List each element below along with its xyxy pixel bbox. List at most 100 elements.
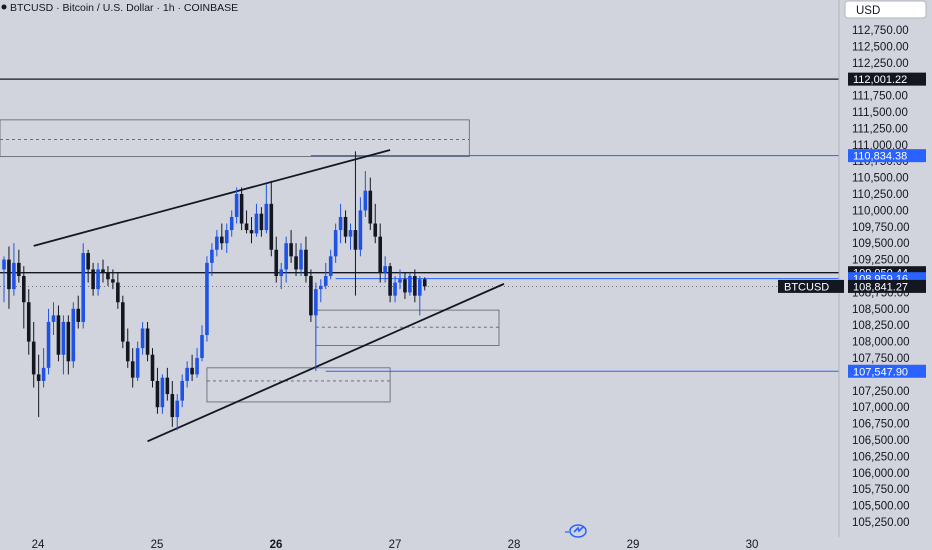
price-tag-box [848,364,926,378]
time-axis-label: 28 [508,539,521,550]
candle-body [323,276,328,286]
logo-ring [569,524,587,538]
candle-body [125,341,130,362]
time-axis-label: 24 [32,539,45,550]
candle-body [56,315,61,355]
price-tag-box [848,72,926,86]
price-axis-label: 109,250.00 [852,255,910,267]
trendline [33,149,391,247]
candle-body [422,279,427,287]
candle-body [413,276,417,296]
time-axis-label: 27 [389,539,402,550]
candle-body [101,269,105,273]
candle-body [51,315,56,322]
candle-body [175,400,180,418]
currency-button-box[interactable] [844,0,927,19]
time-axis-label: 30 [746,539,759,550]
candle-body [140,328,145,349]
candle-body [319,285,323,290]
candle-body [299,249,303,270]
candle-body [86,253,90,270]
price-axis-label: 112,250.00 [852,58,909,70]
time-axis-labels: 24 25 26 27 28 29 30 [32,539,759,550]
price-tag-box [848,279,926,293]
price-axis-label: 106,750.00 [852,419,910,431]
candle-body [205,262,209,336]
candle-body [111,279,115,283]
candle-body [135,348,140,378]
candle-body [234,194,239,217]
price-axis-label: 107,750.00 [852,353,910,365]
candle-body [348,230,353,237]
price-axis-label: 110,500.00 [852,173,909,185]
price-axis-label: 110,000.00 [852,205,909,217]
candle-body [210,249,214,263]
time-axis-label: 26 [270,539,283,550]
time-axis-label: 25 [151,539,164,550]
price-axis-label: 108,250.00 [852,320,910,332]
candles [2,151,427,431]
zone-boxes [0,119,500,403]
candle-body [41,367,46,381]
candle-body [274,249,279,276]
candle-body [239,194,244,224]
symbol-tag-label: BTCUSD [784,281,829,293]
price-axis-label: 112,750.00 [852,25,909,37]
symbol-tag-box [778,279,844,293]
candle-body [284,243,288,270]
candle-body [333,230,338,257]
candle-body [294,256,298,270]
status-dot-icon [1,4,7,10]
price-axis-label: 105,250.00 [852,517,910,529]
price-axis-label: 111,000.00 [852,140,908,152]
candle-body [254,213,259,234]
candle-body [363,190,368,211]
candle-body [398,279,402,283]
candle-body [309,276,313,316]
candle-body [378,236,382,273]
price-tag-label: 110,834.38 [853,151,907,163]
price-axis-label: 107,000.00 [852,402,910,414]
time-axis-label: 29 [627,539,640,550]
candle-body [195,358,199,375]
candle-body [150,354,155,381]
candle-body [81,253,85,322]
candle-body [373,223,378,237]
candle-body [388,266,392,296]
candle-body [71,308,76,362]
candle-body [36,374,41,381]
horizontal-lines [0,78,839,372]
candle-body [91,269,95,290]
candle-body [418,279,422,296]
candle-body [116,282,120,303]
candle-body [304,249,308,276]
price-tags: 112,001.22110,834.38109,050.44108,959.16… [778,72,926,378]
time-axis-panel[interactable] [0,537,932,550]
price-axis-label: 105,500.00 [852,501,910,513]
zone-box [315,309,500,346]
candle-body [190,367,194,375]
currency-button[interactable]: USD [844,0,927,19]
candle-body [7,259,11,290]
candle-body [279,269,283,276]
price-tag-label: 112,001.22 [853,74,907,86]
candle-body [26,302,31,342]
candle-body [165,377,170,395]
currency-label[interactable]: USD [856,5,880,17]
candle-body [61,321,66,355]
price-tag-label: 108,841.27 [853,281,908,293]
chart-title: BTCUSD · Bitcoin / U.S. Dollar · 1h · CO… [10,2,238,14]
price-tag-label: 107,547.90 [853,366,908,378]
price-tag-box [848,149,926,163]
candle-body [249,230,254,234]
candle-body [368,190,373,224]
trendlines [33,149,505,443]
candle-body [358,210,363,250]
candle-body [76,308,81,322]
candle-body [244,223,249,231]
price-axis-label: 111,250.00 [852,123,908,135]
candle-body [338,216,343,231]
